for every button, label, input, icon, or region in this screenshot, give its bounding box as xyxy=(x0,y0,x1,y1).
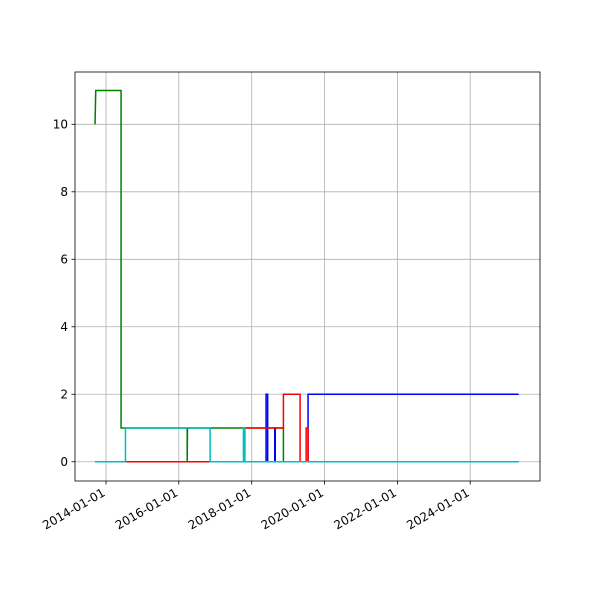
series-line xyxy=(95,427,519,463)
y-tick-label: 2 xyxy=(60,387,68,401)
y-tick-label: 10 xyxy=(53,117,68,131)
y-tick-label: 0 xyxy=(60,455,68,469)
plot-frame xyxy=(74,71,541,482)
series-line xyxy=(94,89,519,463)
y-tick-label: 8 xyxy=(60,185,68,199)
y-tick-label: 4 xyxy=(60,320,68,334)
y-tick-label: 6 xyxy=(60,252,68,266)
